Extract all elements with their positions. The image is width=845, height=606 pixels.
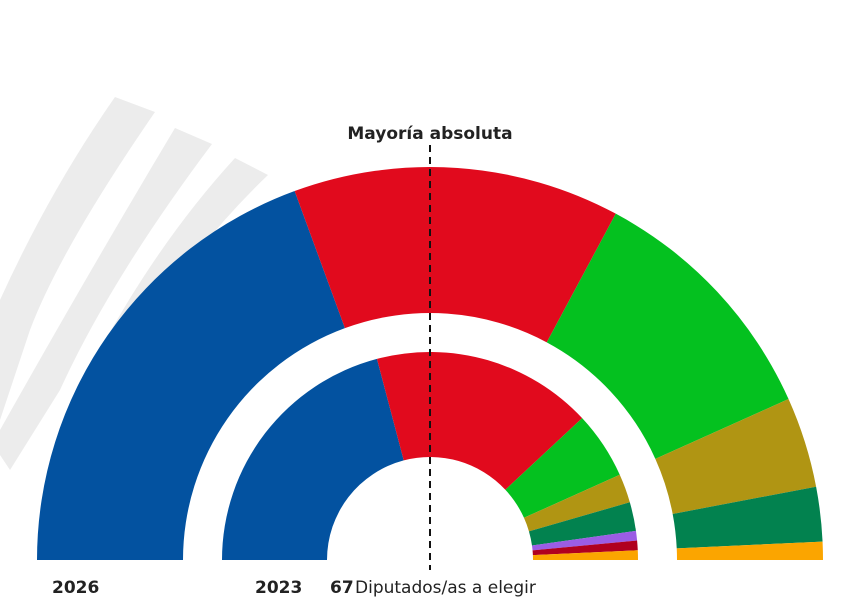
seat-segment xyxy=(676,541,823,560)
total-label: Diputados/as a elegir xyxy=(355,578,536,598)
seat-segment xyxy=(655,399,817,514)
seat-segment xyxy=(37,191,345,561)
seat-segment xyxy=(294,166,616,343)
seat-segment xyxy=(222,358,404,560)
seat-segment xyxy=(672,486,823,549)
majority-label: Mayoría absoluta xyxy=(347,124,512,144)
ring-label: 2023 xyxy=(255,578,302,598)
ring-label: 2026 xyxy=(52,578,99,598)
rings xyxy=(37,166,823,561)
seat-segment xyxy=(531,530,638,551)
seat-segment xyxy=(505,418,620,518)
seat-segment xyxy=(546,213,789,459)
seat-segment xyxy=(532,540,638,556)
seat-segment xyxy=(528,502,636,546)
seat-segment xyxy=(532,550,638,560)
total-seats: 67 xyxy=(330,578,354,598)
seat-segment xyxy=(523,474,630,532)
seat-segment xyxy=(376,352,583,490)
